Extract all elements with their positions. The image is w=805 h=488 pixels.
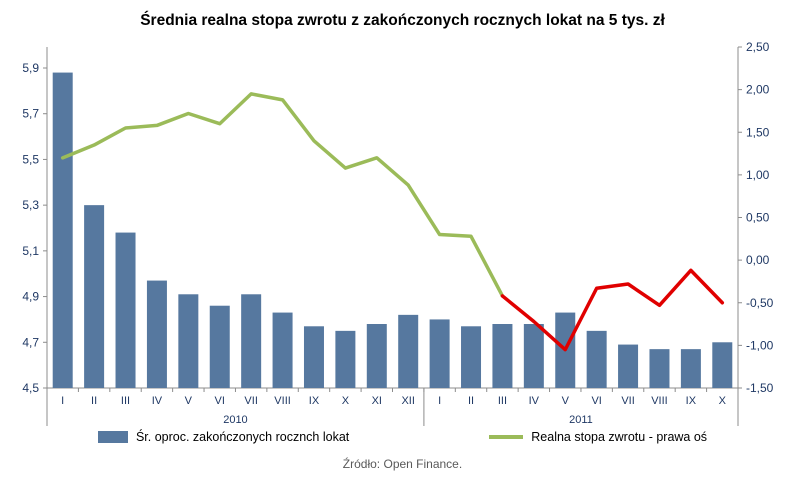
bar (241, 294, 262, 388)
month-label: VIII (274, 395, 291, 407)
right-axis-tick-label: 2,00 (746, 83, 770, 97)
left-axis-tick-label: 5,9 (22, 61, 39, 75)
right-axis-tick-label: 2,50 (746, 40, 770, 54)
left-axis-tick-label: 5,5 (22, 152, 39, 166)
bar (366, 324, 387, 388)
bar (115, 232, 136, 388)
month-label: XI (372, 395, 382, 407)
year-label: 2011 (569, 414, 593, 426)
legend-bar-label: Śr. oproc. zakończonych rocznch lokat (135, 430, 350, 444)
left-axis-tick-label: 4,9 (22, 290, 39, 304)
bar (146, 280, 167, 388)
left-axis-tick-label: 4,5 (22, 381, 39, 395)
month-label: V (562, 395, 570, 407)
month-label: II (468, 395, 474, 407)
month-label: XII (401, 395, 414, 407)
left-axis-tick-label: 4,7 (22, 335, 39, 349)
bar (303, 326, 324, 388)
legend-line-label: Realna stopa zwrotu - prawa oś (531, 430, 708, 444)
legend-line-swatch (489, 435, 524, 439)
legend-item-bars: Śr. oproc. zakończonych rocznch lokat (97, 430, 350, 444)
left-axis-tick-label: 5,1 (22, 244, 39, 258)
month-label: IV (529, 395, 540, 407)
right-axis-tick-label: -0,50 (746, 296, 774, 310)
month-label: I (61, 395, 64, 407)
right-axis-tick-label: -1,50 (746, 381, 774, 395)
month-label: X (719, 395, 727, 407)
left-axis-tick-label: 5,7 (22, 107, 39, 121)
bar (523, 324, 544, 388)
bar (272, 312, 293, 388)
month-label: VI (591, 395, 601, 407)
right-axis-tick-label: 0,00 (746, 253, 770, 267)
month-label: VII (621, 395, 634, 407)
right-axis-tick-label: 0,50 (746, 211, 770, 225)
month-label: VIII (651, 395, 668, 407)
left-axis-tick-label: 5,3 (22, 198, 39, 212)
month-label: VII (244, 395, 257, 407)
bar (586, 330, 607, 388)
legend-bar-swatch (97, 431, 128, 443)
bar (492, 324, 513, 388)
right-axis-tick-label: 1,50 (746, 125, 770, 139)
month-label: VI (215, 395, 225, 407)
month-label: III (498, 395, 507, 407)
chart-plot: 4,5 4,7 4,9 5,1 5,3 5,5 5,7 5,9 -1,50 -1,00 -0,50 0… (22, 40, 774, 426)
bar (84, 205, 105, 388)
bar (209, 305, 230, 388)
bar (52, 72, 73, 389)
bar (461, 326, 482, 388)
month-label: V (185, 395, 193, 407)
return-line-segment (60, 92, 505, 298)
right-axis-tick-label: -1,00 (746, 338, 774, 352)
month-label: IX (309, 395, 320, 407)
month-label: I (438, 395, 441, 407)
month-label: II (91, 395, 97, 407)
chart-title: Średnia realna stopa zwrotu z zakończony… (140, 12, 665, 29)
month-label: IV (152, 395, 163, 407)
month-label: III (121, 395, 130, 407)
right-axis-tick-label: 1,00 (746, 168, 770, 182)
source-text: Źródło: Open Finance. (342, 457, 463, 471)
bar (398, 314, 419, 388)
bar (618, 344, 639, 388)
month-label: IX (686, 395, 697, 407)
bar (429, 319, 450, 388)
bar (649, 349, 670, 388)
legend-item-line: Realna stopa zwrotu - prawa oś (489, 430, 707, 444)
bar (712, 342, 733, 388)
bar (680, 349, 701, 388)
legend: Śr. oproc. zakończonych rocznch lokat Re… (0, 430, 805, 444)
year-label: 2010 (223, 414, 247, 426)
month-label: X (342, 395, 350, 407)
bar (335, 330, 356, 388)
return-line-segment (500, 268, 725, 352)
bar (178, 294, 199, 388)
